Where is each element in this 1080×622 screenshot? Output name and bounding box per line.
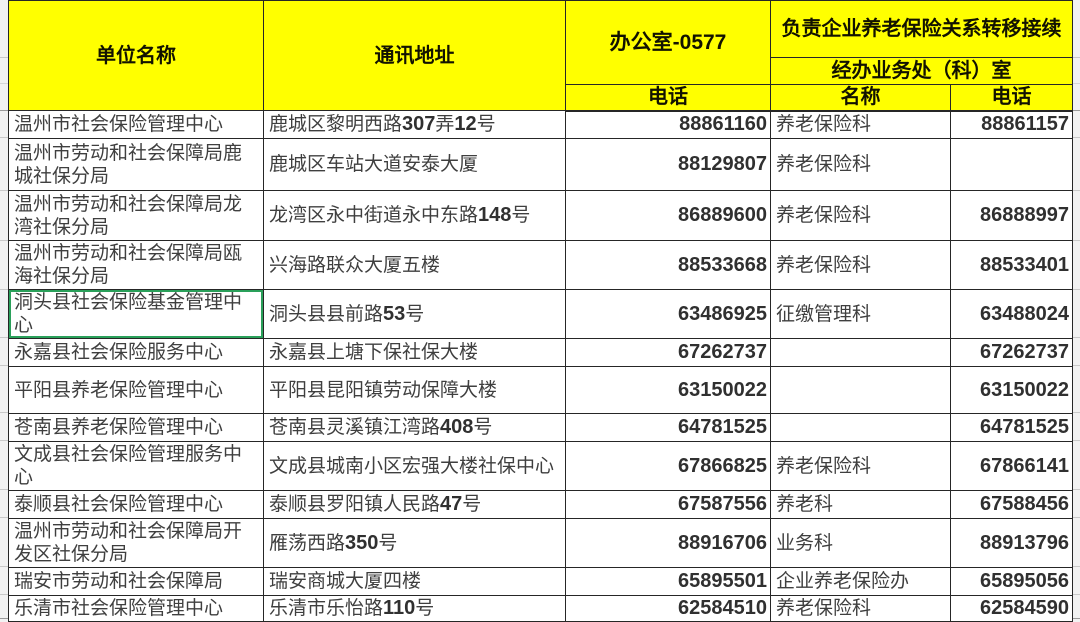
- dept-name-cell[interactable]: [770, 366, 951, 414]
- header-row-2: 经办业务处（科）室: [9, 57, 1073, 85]
- table-row: 洞头县社会保险基金管理中心 洞头县县前路53号 63486925 征缴管理科 63488…: [8, 289, 1073, 339]
- table-row: 温州市劳动和社会保障局开发区社保分局 雁荡西路350号 88916706 业务科 889…: [8, 518, 1073, 568]
- dept-phone-cell[interactable]: 86888997: [950, 190, 1073, 241]
- address-cell[interactable]: 苍南县灵溪镇江湾路408号: [263, 413, 566, 442]
- header-row-3: 电话 名称 电话: [9, 84, 1073, 112]
- header-dept-name[interactable]: 名称: [770, 84, 951, 112]
- table-row: 泰顺县社会保险管理中心 泰顺县罗阳镇人民路47号 67587556 养老科 675884…: [8, 490, 1073, 519]
- dept-phone-cell[interactable]: 88861157: [950, 110, 1073, 139]
- header-unit-name[interactable]: 单位名称: [8, 0, 264, 111]
- office-phone-cell[interactable]: 88861160: [565, 110, 771, 139]
- address-cell[interactable]: 鹿城区车站大道安泰大厦: [263, 138, 566, 191]
- unit-cell[interactable]: 温州市劳动和社会保障局开发区社保分局: [8, 518, 264, 568]
- dept-name-cell[interactable]: 企业养老保险办: [770, 567, 951, 596]
- unit-cell[interactable]: 苍南县养老保险管理中心: [8, 413, 264, 442]
- dept-name-cell[interactable]: [770, 413, 951, 442]
- dept-phone-cell[interactable]: 88913796: [950, 518, 1073, 568]
- office-phone-cell[interactable]: 67262737: [565, 338, 771, 367]
- dept-name-cell[interactable]: 养老保险科: [770, 190, 951, 241]
- dept-name-cell[interactable]: 业务科: [770, 518, 951, 568]
- dept-phone-cell[interactable]: 67866141: [950, 441, 1073, 491]
- table-row: 温州市劳动和社会保障局鹿城社保分局 鹿城区车站大道安泰大厦 88129807 养老保险…: [8, 138, 1073, 191]
- office-phone-cell[interactable]: 65895501: [565, 567, 771, 596]
- table-row: 温州市社会保险管理中心 鹿城区黎明西路307弄12号 88861160 养老保险科 88…: [8, 110, 1073, 139]
- dept-name-cell[interactable]: [770, 338, 951, 367]
- unit-cell[interactable]: 温州市劳动和社会保障局龙湾社保分局: [8, 190, 264, 241]
- contact-table: 单位名称 通讯地址 办公室-0577 负责企业养老保险关系转移接续 经办业务处（…: [8, 0, 1073, 622]
- dept-phone-cell[interactable]: 88533401: [950, 240, 1073, 290]
- dept-phone-cell[interactable]: 64781525: [950, 413, 1073, 442]
- header-transfer-responsibility[interactable]: 负责企业养老保险关系转移接续: [770, 0, 1073, 58]
- unit-cell[interactable]: 温州市劳动和社会保障局鹿城社保分局: [8, 138, 264, 191]
- dept-name-cell[interactable]: 养老科: [770, 490, 951, 519]
- address-cell[interactable]: 瑞安商城大厦四楼: [263, 567, 566, 596]
- unit-cell[interactable]: 泰顺县社会保险管理中心: [8, 490, 264, 519]
- table-row: 瑞安市劳动和社会保障局 瑞安商城大厦四楼 65895501 企业养老保险办 658950…: [8, 567, 1073, 596]
- header-phone[interactable]: 电话: [565, 84, 771, 112]
- dept-phone-cell[interactable]: 62584590: [950, 595, 1073, 622]
- dept-name-cell[interactable]: 养老保险科: [770, 110, 951, 139]
- address-cell[interactable]: 文成县城南小区宏强大楼社保中心: [263, 441, 566, 491]
- dept-phone-cell[interactable]: 63150022: [950, 366, 1073, 414]
- dept-name-cell[interactable]: 养老保险科: [770, 138, 951, 191]
- table-row: 乐清市社会保险管理中心 乐清市乐怡路110号 62584510 养老保险科 625845…: [8, 595, 1073, 622]
- dept-phone-cell[interactable]: 63488024: [950, 289, 1073, 339]
- canvas-left-strip: [0, 0, 8, 622]
- office-phone-cell[interactable]: 88129807: [565, 138, 771, 191]
- header-row-1: 单位名称 通讯地址 办公室-0577 负责企业养老保险关系转移接续: [8, 0, 1073, 111]
- header-office-0577[interactable]: 办公室-0577: [565, 0, 771, 85]
- unit-cell[interactable]: 永嘉县社会保险服务中心: [8, 338, 264, 367]
- header-dept-office[interactable]: 经办业务处（科）室: [770, 57, 1073, 85]
- office-phone-cell[interactable]: 62584510: [565, 595, 771, 622]
- table-row: 苍南县养老保险管理中心 苍南县灵溪镇江湾路408号 64781525 64781525: [8, 413, 1073, 442]
- office-phone-cell[interactable]: 88916706: [565, 518, 771, 568]
- dept-name-cell[interactable]: 养老保险科: [770, 240, 951, 290]
- table-row: 温州市劳动和社会保障局龙湾社保分局 龙湾区永中街道永中东路148号 86889600…: [8, 190, 1073, 241]
- dept-phone-cell[interactable]: [950, 138, 1073, 191]
- office-phone-cell[interactable]: 88533668: [565, 240, 771, 290]
- table-row: 文成县社会保险管理服务中心 文成县城南小区宏强大楼社保中心 67866825 养老保险…: [8, 441, 1073, 491]
- unit-cell[interactable]: 平阳县养老保险管理中心: [8, 366, 264, 414]
- dept-phone-cell[interactable]: 67262737: [950, 338, 1073, 367]
- table-row: 永嘉县社会保险服务中心 永嘉县上塘下保社保大楼 67262737 67262737: [8, 338, 1073, 367]
- table-row: 温州市劳动和社会保障局瓯海社保分局 兴海路联众大厦五楼 88533668 养老保险科 8…: [8, 240, 1073, 290]
- unit-cell[interactable]: 温州市社会保险管理中心: [8, 110, 264, 139]
- office-phone-cell[interactable]: 67587556: [565, 490, 771, 519]
- office-phone-cell[interactable]: 64781525: [565, 413, 771, 442]
- address-cell[interactable]: 鹿城区黎明西路307弄12号: [263, 110, 566, 139]
- address-cell[interactable]: 乐清市乐怡路110号: [263, 595, 566, 622]
- address-cell[interactable]: 雁荡西路350号: [263, 518, 566, 568]
- office-phone-cell[interactable]: 67866825: [565, 441, 771, 491]
- office-phone-cell[interactable]: 63486925: [565, 289, 771, 339]
- unit-cell[interactable]: 乐清市社会保险管理中心: [8, 595, 264, 622]
- dept-name-cell[interactable]: 养老保险科: [770, 595, 951, 622]
- dept-phone-cell[interactable]: 67588456: [950, 490, 1073, 519]
- unit-cell[interactable]: 洞头县社会保险基金管理中心: [8, 289, 264, 339]
- address-cell[interactable]: 龙湾区永中街道永中东路148号: [263, 190, 566, 241]
- header-address[interactable]: 通讯地址: [263, 0, 566, 111]
- address-cell[interactable]: 洞头县县前路53号: [263, 289, 566, 339]
- dept-name-cell[interactable]: 养老保险科: [770, 441, 951, 491]
- header-dept-phone[interactable]: 电话: [950, 84, 1073, 112]
- dept-name-cell[interactable]: 征缴管理科: [770, 289, 951, 339]
- canvas-right-strip: [1072, 0, 1080, 622]
- office-phone-cell[interactable]: 86889600: [565, 190, 771, 241]
- unit-cell[interactable]: 瑞安市劳动和社会保障局: [8, 567, 264, 596]
- address-cell[interactable]: 泰顺县罗阳镇人民路47号: [263, 490, 566, 519]
- address-cell[interactable]: 兴海路联众大厦五楼: [263, 240, 566, 290]
- dept-phone-cell[interactable]: 65895056: [950, 567, 1073, 596]
- unit-cell[interactable]: 文成县社会保险管理服务中心: [8, 441, 264, 491]
- table-row: 平阳县养老保险管理中心 平阳县昆阳镇劳动保障大楼 63150022 63150022: [8, 366, 1073, 414]
- office-phone-cell[interactable]: 63150022: [565, 366, 771, 414]
- unit-cell[interactable]: 温州市劳动和社会保障局瓯海社保分局: [8, 240, 264, 290]
- address-cell[interactable]: 平阳县昆阳镇劳动保障大楼: [263, 366, 566, 414]
- address-cell[interactable]: 永嘉县上塘下保社保大楼: [263, 338, 566, 367]
